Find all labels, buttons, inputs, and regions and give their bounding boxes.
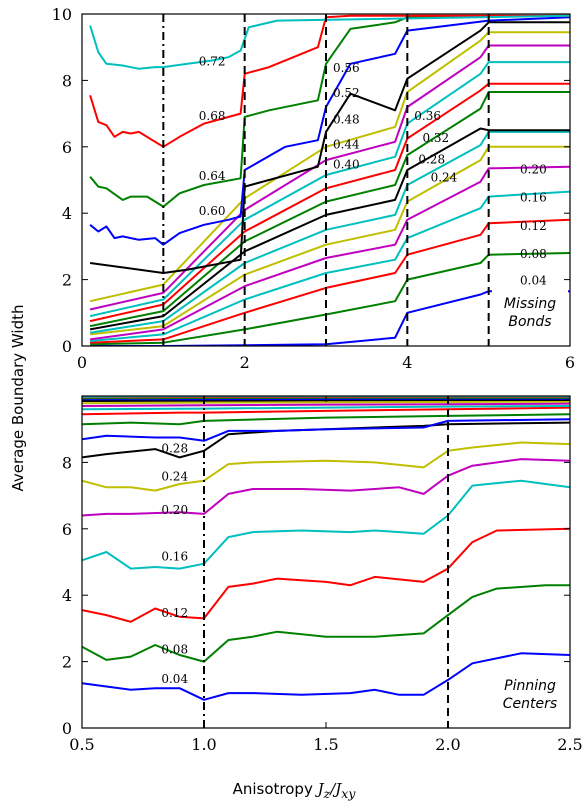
- top-data-label-7: 0.32: [422, 131, 449, 145]
- top-y-tick-label-3: 6: [62, 138, 72, 157]
- top-series-line-12: [89, 31, 570, 303]
- top-series-line-16: [89, 14, 570, 148]
- top-data-label-11: 0.48: [333, 113, 360, 127]
- bottom-annotation-line-0: Pinning: [504, 678, 556, 694]
- top-series-line-11: [89, 44, 570, 311]
- top-series-line-8: [89, 91, 570, 328]
- top-series-line-5: [89, 145, 570, 336]
- bottom-annotation-line-1: Centers: [503, 696, 557, 712]
- bottom-series-line-5: [82, 441, 570, 492]
- top-series-line-4: [89, 165, 570, 341]
- bottom-series-line-12: [82, 400, 570, 405]
- top-data-label-16: 0.68: [199, 109, 226, 123]
- top-x-tick-label-0: 0: [77, 353, 87, 372]
- bottom-data-label-6: 0.28: [161, 441, 188, 455]
- bottom-data-label-0: 0.04: [161, 672, 188, 686]
- top-frame: [81, 13, 571, 347]
- bottom-series-line-0: [82, 652, 570, 701]
- top-data-label-17: 0.72: [199, 54, 226, 68]
- bottom-annotation-bg: [492, 672, 568, 718]
- top-data-label-14: 0.60: [199, 204, 226, 218]
- top-data-label-4: 0.20: [520, 162, 547, 176]
- top-data-label-1: 0.08: [520, 247, 547, 261]
- x-axis-label: Anisotropy Jz/Jxy: [0, 780, 588, 801]
- bottom-series-line-2: [82, 527, 570, 623]
- x-axis-label-math: Jz/Jxy: [317, 780, 356, 801]
- top-y-tick-label-0: 0: [62, 337, 72, 356]
- top-data-label-5: 0.24: [431, 171, 458, 185]
- top-data-label-13: 0.56: [333, 61, 360, 75]
- bottom-series-line-10: [82, 405, 570, 411]
- bottom-series-line-11: [82, 402, 570, 407]
- top-data-label-2: 0.12: [520, 219, 547, 233]
- bottom-x-tick-label-3: 2.0: [435, 735, 460, 754]
- top-data-label-8: 0.36: [414, 109, 441, 123]
- top-x-tick-label-2: 4: [402, 353, 412, 372]
- top-x-tick-label-3: 6: [565, 353, 575, 372]
- y-axis-label: Average Boundary Width: [9, 305, 27, 492]
- top-series-line-3: [90, 190, 570, 342]
- top-data-label-6: 0.28: [418, 152, 445, 166]
- bottom-series-line-1: [82, 584, 570, 663]
- top-annotation-line-1: Bonds: [508, 314, 551, 330]
- top-y-tick-label-2: 4: [62, 204, 72, 223]
- top-series-line-6: [89, 130, 570, 334]
- bottom-y-tick-label-1: 2: [62, 653, 72, 672]
- top-series-line-1: [90, 252, 570, 346]
- top-series-line-17: [89, 14, 570, 70]
- bottom-panel: 0.04 0.08 0.12 0.16 0.20 0.24 0.28 0.5 1.0 1.5 2.0…: [62, 395, 583, 754]
- bottom-data-label-4: 0.20: [161, 503, 188, 517]
- top-series-line-14: [89, 16, 570, 246]
- bottom-x-tick-label-2: 1.5: [313, 735, 338, 754]
- top-y-tick-label-1: 2: [62, 271, 72, 290]
- bottom-y-tick-label-4: 8: [62, 453, 72, 472]
- top-data-label-3: 0.16: [520, 191, 547, 205]
- bottom-y-tick-label-2: 4: [62, 586, 72, 605]
- bottom-series-line-6: [82, 421, 570, 459]
- bottom-x-tick-label-1: 1.0: [191, 735, 216, 754]
- top-panel: 0.04 0.08 0.12 0.16 0.20 0.24 0.28 0.32 0.36 0.40…: [52, 5, 575, 372]
- bottom-series-line-4: [82, 458, 570, 517]
- bottom-x-tick-label-4: 2.5: [557, 735, 582, 754]
- bottom-x-tick-label-0: 0.5: [69, 735, 94, 754]
- top-y-tick-label-5: 10: [52, 5, 72, 24]
- top-series-line-7: [89, 127, 570, 331]
- x-axis-label-prefix: Anisotropy: [232, 780, 318, 798]
- top-data-label-12: 0.52: [333, 86, 360, 100]
- bottom-data-label-1: 0.08: [161, 642, 188, 656]
- top-data-label-10: 0.44: [333, 137, 360, 151]
- bottom-data-label-5: 0.24: [161, 470, 188, 484]
- top-data-label-0: 0.04: [520, 274, 547, 288]
- bottom-data-label-2: 0.12: [161, 606, 188, 620]
- top-series-line-9: [89, 82, 570, 323]
- bottom-series-line-7: [82, 418, 570, 442]
- top-series-line-15: [89, 14, 570, 208]
- top-series-line-10: [89, 61, 570, 318]
- top-series-line-2: [90, 218, 570, 344]
- bottom-y-tick-label-0: 0: [62, 719, 72, 738]
- bottom-series-line-3: [82, 479, 570, 570]
- bottom-data-label-3: 0.16: [161, 549, 188, 563]
- top-y-tick-label-4: 8: [62, 71, 72, 90]
- top-x-tick-label-1: 2: [240, 353, 250, 372]
- top-annotation-line-0: Missing: [504, 296, 556, 312]
- bottom-y-tick-label-3: 6: [62, 520, 72, 539]
- bottom-series-group: [82, 396, 570, 701]
- bottom-series-line-9: [82, 406, 570, 416]
- top-data-label-9: 0.40: [333, 157, 360, 171]
- top-data-label-15: 0.64: [199, 169, 226, 183]
- top-annotation-bg: [492, 290, 568, 336]
